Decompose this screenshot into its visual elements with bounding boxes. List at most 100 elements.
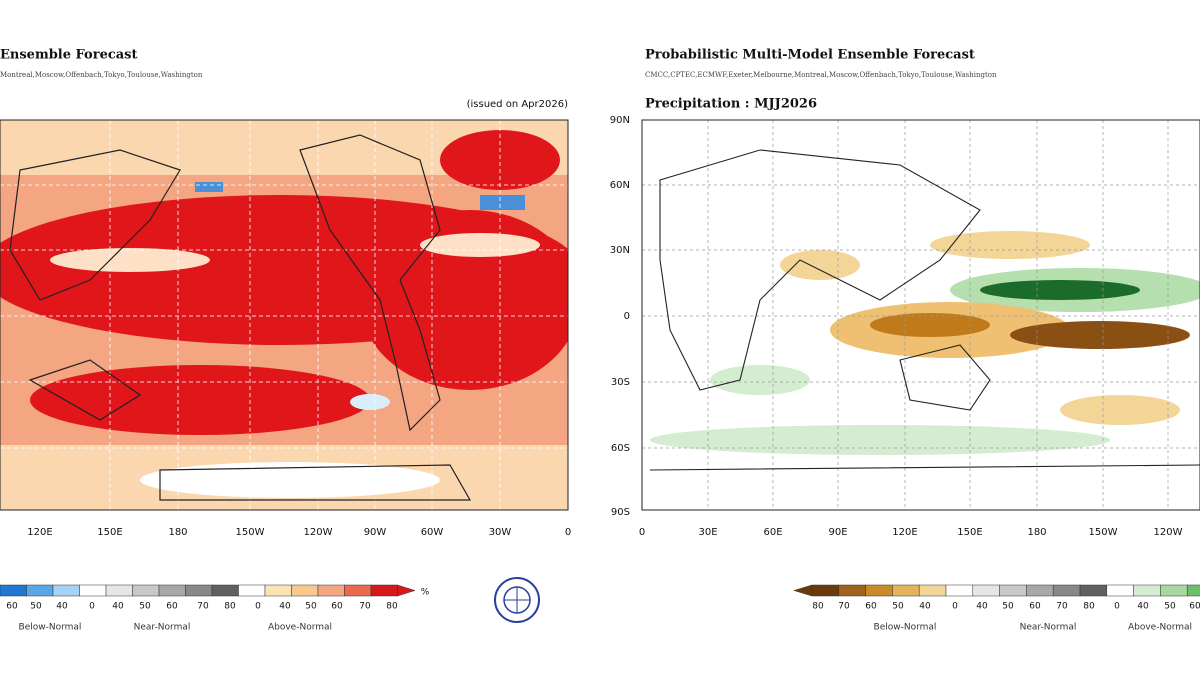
colorbar-label: 60 bbox=[166, 602, 178, 612]
x-tick-label: 120E bbox=[27, 527, 52, 538]
colorbar-cell bbox=[865, 584, 893, 597]
colorbar-label: 70 bbox=[197, 602, 209, 612]
title: Ensemble Forecast bbox=[0, 48, 138, 63]
colorbar-cell bbox=[185, 584, 213, 597]
colorbar-label: 80 bbox=[1083, 602, 1095, 612]
title: Probabilistic Multi-Model Ensemble Forec… bbox=[645, 48, 975, 63]
colorbar-label: 50 bbox=[30, 602, 42, 612]
colorbar-label: 70 bbox=[1056, 602, 1068, 612]
x-tick-label: 150W bbox=[1089, 527, 1118, 538]
wmo-logo bbox=[494, 577, 540, 623]
colorbar-cell bbox=[1079, 584, 1108, 597]
colorbar-cell bbox=[238, 584, 266, 597]
x-tick-label: 60W bbox=[421, 527, 444, 538]
colorbar-cell bbox=[211, 584, 239, 597]
colorbar-cell bbox=[344, 584, 372, 597]
colorbar-label: 80 bbox=[386, 602, 398, 612]
colorbar-cell bbox=[158, 584, 186, 597]
y-tick-label: 0 bbox=[624, 311, 630, 322]
colorbar-cell bbox=[79, 584, 107, 597]
colorbar-group: Above-Normal bbox=[1128, 623, 1192, 633]
colorbar-label: 60 bbox=[1029, 602, 1041, 612]
x-tick-label: 30E bbox=[698, 527, 717, 538]
colorbar-label: 50 bbox=[1164, 602, 1176, 612]
colorbar-cell bbox=[370, 584, 398, 597]
colorbar-label: 60 bbox=[1189, 602, 1200, 612]
y-tick-label: 30N bbox=[610, 245, 630, 256]
colorbar-cell bbox=[132, 584, 160, 597]
y-tick-label: 30S bbox=[611, 377, 630, 388]
colorbar-label: 50 bbox=[305, 602, 317, 612]
colorbar-cell bbox=[26, 584, 54, 597]
colorbar-label: 70 bbox=[838, 602, 850, 612]
temperature-map bbox=[0, 120, 568, 510]
issued: (issued on Apr2026) bbox=[467, 99, 569, 110]
colorbar-cell bbox=[0, 584, 27, 597]
y-tick-label: 60S bbox=[611, 443, 630, 454]
subtitle: CMCC,CPTEC,ECMWF,Exeter,Melbourne,Montre… bbox=[645, 71, 997, 79]
colorbar-cell bbox=[918, 584, 947, 597]
colorbar-label: 50 bbox=[139, 602, 151, 612]
y-tick-label: 90S bbox=[611, 507, 630, 518]
x-tick-label: 180 bbox=[168, 527, 187, 538]
colorbar-label: 40 bbox=[1137, 602, 1149, 612]
colorbar-cell bbox=[838, 584, 866, 597]
y-tick-label: 60N bbox=[610, 180, 630, 191]
x-tick-label: 30W bbox=[489, 527, 512, 538]
colorbar-label: 60 bbox=[331, 602, 343, 612]
colorbar-label: 50 bbox=[1002, 602, 1014, 612]
colorbar-label: 50 bbox=[892, 602, 904, 612]
colorbar-label: 40 bbox=[919, 602, 931, 612]
precipitation-map bbox=[642, 120, 1200, 510]
x-tick-label: 150W bbox=[236, 527, 265, 538]
colorbar-cell bbox=[811, 584, 840, 597]
colorbar-cell bbox=[1133, 584, 1161, 597]
colorbar-label: 0 bbox=[255, 602, 261, 612]
x-tick-label: 60E bbox=[763, 527, 782, 538]
x-tick-label: 0 bbox=[639, 527, 645, 538]
colorbar-cell bbox=[999, 584, 1027, 597]
colorbar-label: 0 bbox=[1114, 602, 1120, 612]
x-tick-label: 180 bbox=[1027, 527, 1046, 538]
colorbar-cell bbox=[1106, 584, 1134, 597]
colorbar-group: Below-Normal bbox=[19, 623, 82, 633]
x-tick-label: 150E bbox=[97, 527, 122, 538]
colorbar-arrow bbox=[397, 584, 416, 597]
colorbar-label: 80 bbox=[224, 602, 236, 612]
subtitle: Montreal,Moscow,Offenbach,Tokyo,Toulouse… bbox=[0, 71, 203, 79]
variable: Precipitation : MJJ2026 bbox=[645, 97, 817, 112]
colorbar-label: 80 bbox=[812, 602, 824, 612]
x-tick-label: 0 bbox=[565, 527, 571, 538]
colorbar-cell bbox=[1160, 584, 1188, 597]
colorbar-cell bbox=[892, 584, 920, 597]
colorbar-label: 70 bbox=[359, 602, 371, 612]
x-tick-label: 90E bbox=[828, 527, 847, 538]
colorbar-cell bbox=[291, 584, 319, 597]
colorbar-label: 60 bbox=[865, 602, 877, 612]
x-tick-label: 90W bbox=[364, 527, 387, 538]
x-tick-label: 120W bbox=[304, 527, 333, 538]
colorbar-cell bbox=[1052, 584, 1081, 597]
colorbar-cell bbox=[972, 584, 1000, 597]
colorbar-label: 40 bbox=[56, 602, 68, 612]
colorbar-label: 0 bbox=[89, 602, 95, 612]
colorbar-cell bbox=[1186, 584, 1200, 597]
colorbar-group: Near-Normal bbox=[1020, 623, 1077, 633]
colorbar-cell bbox=[52, 584, 80, 597]
colorbar-cell bbox=[1026, 584, 1054, 597]
map-frame bbox=[0, 119, 569, 511]
colorbar-cell bbox=[317, 584, 345, 597]
colorbar-label: 60 bbox=[6, 602, 18, 612]
x-tick-label: 120W bbox=[1154, 527, 1183, 538]
colorbar-group: Near-Normal bbox=[134, 623, 191, 633]
y-tick-label: 90N bbox=[610, 115, 630, 126]
colorbar-group: Below-Normal bbox=[874, 623, 937, 633]
colorbar-label: 40 bbox=[279, 602, 291, 612]
colorbar-label: 40 bbox=[112, 602, 124, 612]
colorbar-label: 0 bbox=[952, 602, 958, 612]
colorbar-label: 40 bbox=[976, 602, 988, 612]
x-tick-label: 150E bbox=[957, 527, 982, 538]
colorbar-group: Above-Normal bbox=[268, 623, 332, 633]
